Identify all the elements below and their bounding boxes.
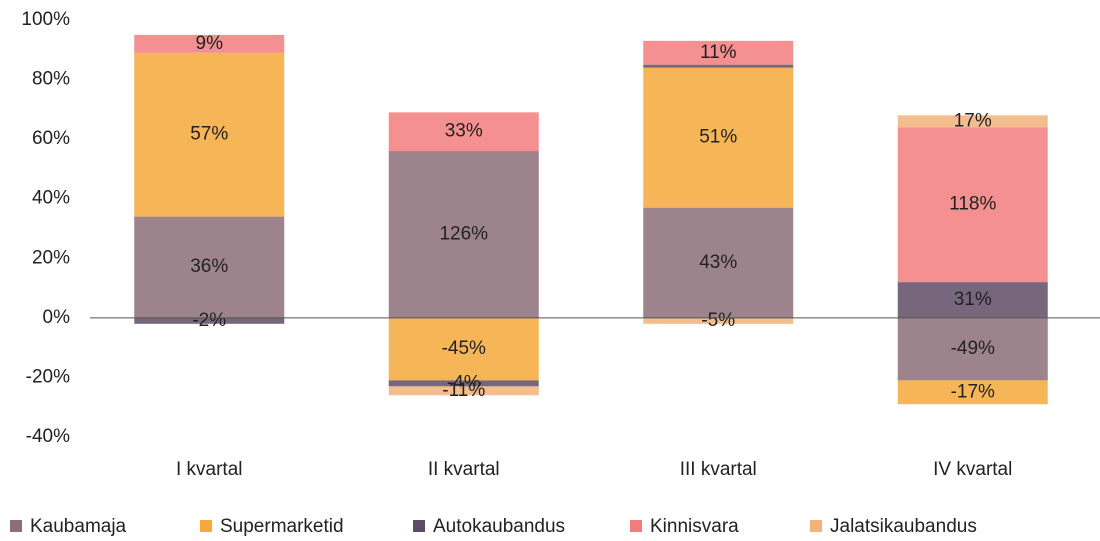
legend-swatch [10, 520, 22, 532]
segment-label: 43% [699, 252, 737, 273]
y-tick-label: -20% [26, 366, 70, 387]
bar-segment [388, 151, 539, 318]
legend-label: Autokaubandus [433, 516, 565, 537]
segment-label: 11% [700, 42, 737, 63]
segment-label: 9% [196, 33, 224, 54]
y-tick-label: 40% [32, 188, 70, 209]
legend-label: Supermarketid [220, 516, 344, 537]
bar-segment [388, 380, 539, 387]
x-tick-label: I kvartal [176, 459, 243, 480]
bar-segment [897, 115, 1048, 128]
y-tick-label: 80% [32, 69, 70, 90]
bar-segment [897, 317, 1048, 381]
segment-label: 51% [699, 127, 737, 148]
segment-label: 118% [949, 194, 996, 215]
y-tick-label: 60% [32, 128, 70, 149]
segment-label: -11% [442, 380, 485, 401]
bar-segment [134, 216, 285, 318]
segment-label: 57% [190, 124, 228, 145]
segment-label: 31% [954, 289, 992, 310]
segment-label: 36% [190, 256, 228, 277]
segment-label: -17% [951, 381, 995, 402]
segment-label: -49% [951, 338, 995, 359]
segment-label: 33% [445, 121, 483, 142]
y-tick-label: -40% [26, 426, 70, 447]
y-tick-label: 20% [32, 247, 70, 268]
bar-segment [388, 317, 539, 381]
bar-segment [134, 317, 285, 324]
bar-segment [643, 207, 794, 318]
bar-segment [134, 52, 285, 217]
x-tick-label: IV kvartal [933, 459, 1012, 480]
bar-segment [643, 67, 794, 208]
legend-label: Jalatsikaubandus [830, 516, 977, 537]
x-tick-label: III kvartal [680, 459, 757, 480]
legend-swatch [200, 520, 212, 532]
bar-segment [388, 112, 539, 152]
bar-segment [643, 317, 794, 324]
legend-swatch [810, 520, 822, 532]
bar-segment [897, 282, 1048, 318]
bar-segment [897, 127, 1048, 283]
bar-segment [643, 64, 794, 68]
segment-label: -45% [442, 338, 486, 359]
bar-segment [897, 380, 1048, 405]
legend-label: Kinnisvara [650, 516, 739, 537]
legend-label: Kaubamaja [30, 516, 127, 537]
segment-label: 17% [954, 110, 992, 131]
y-tick-label: 100% [21, 9, 70, 30]
y-tick-label: 0% [43, 307, 71, 328]
bar-segment [134, 34, 285, 53]
segment-label: -2% [192, 310, 226, 331]
bar-segment [388, 386, 539, 396]
bar-segment [643, 40, 794, 65]
legend-swatch [630, 520, 642, 532]
x-tick-label: II kvartal [428, 459, 500, 480]
segment-label: 126% [439, 223, 488, 244]
legend-swatch [413, 520, 425, 532]
segment-label: -5% [701, 310, 735, 331]
